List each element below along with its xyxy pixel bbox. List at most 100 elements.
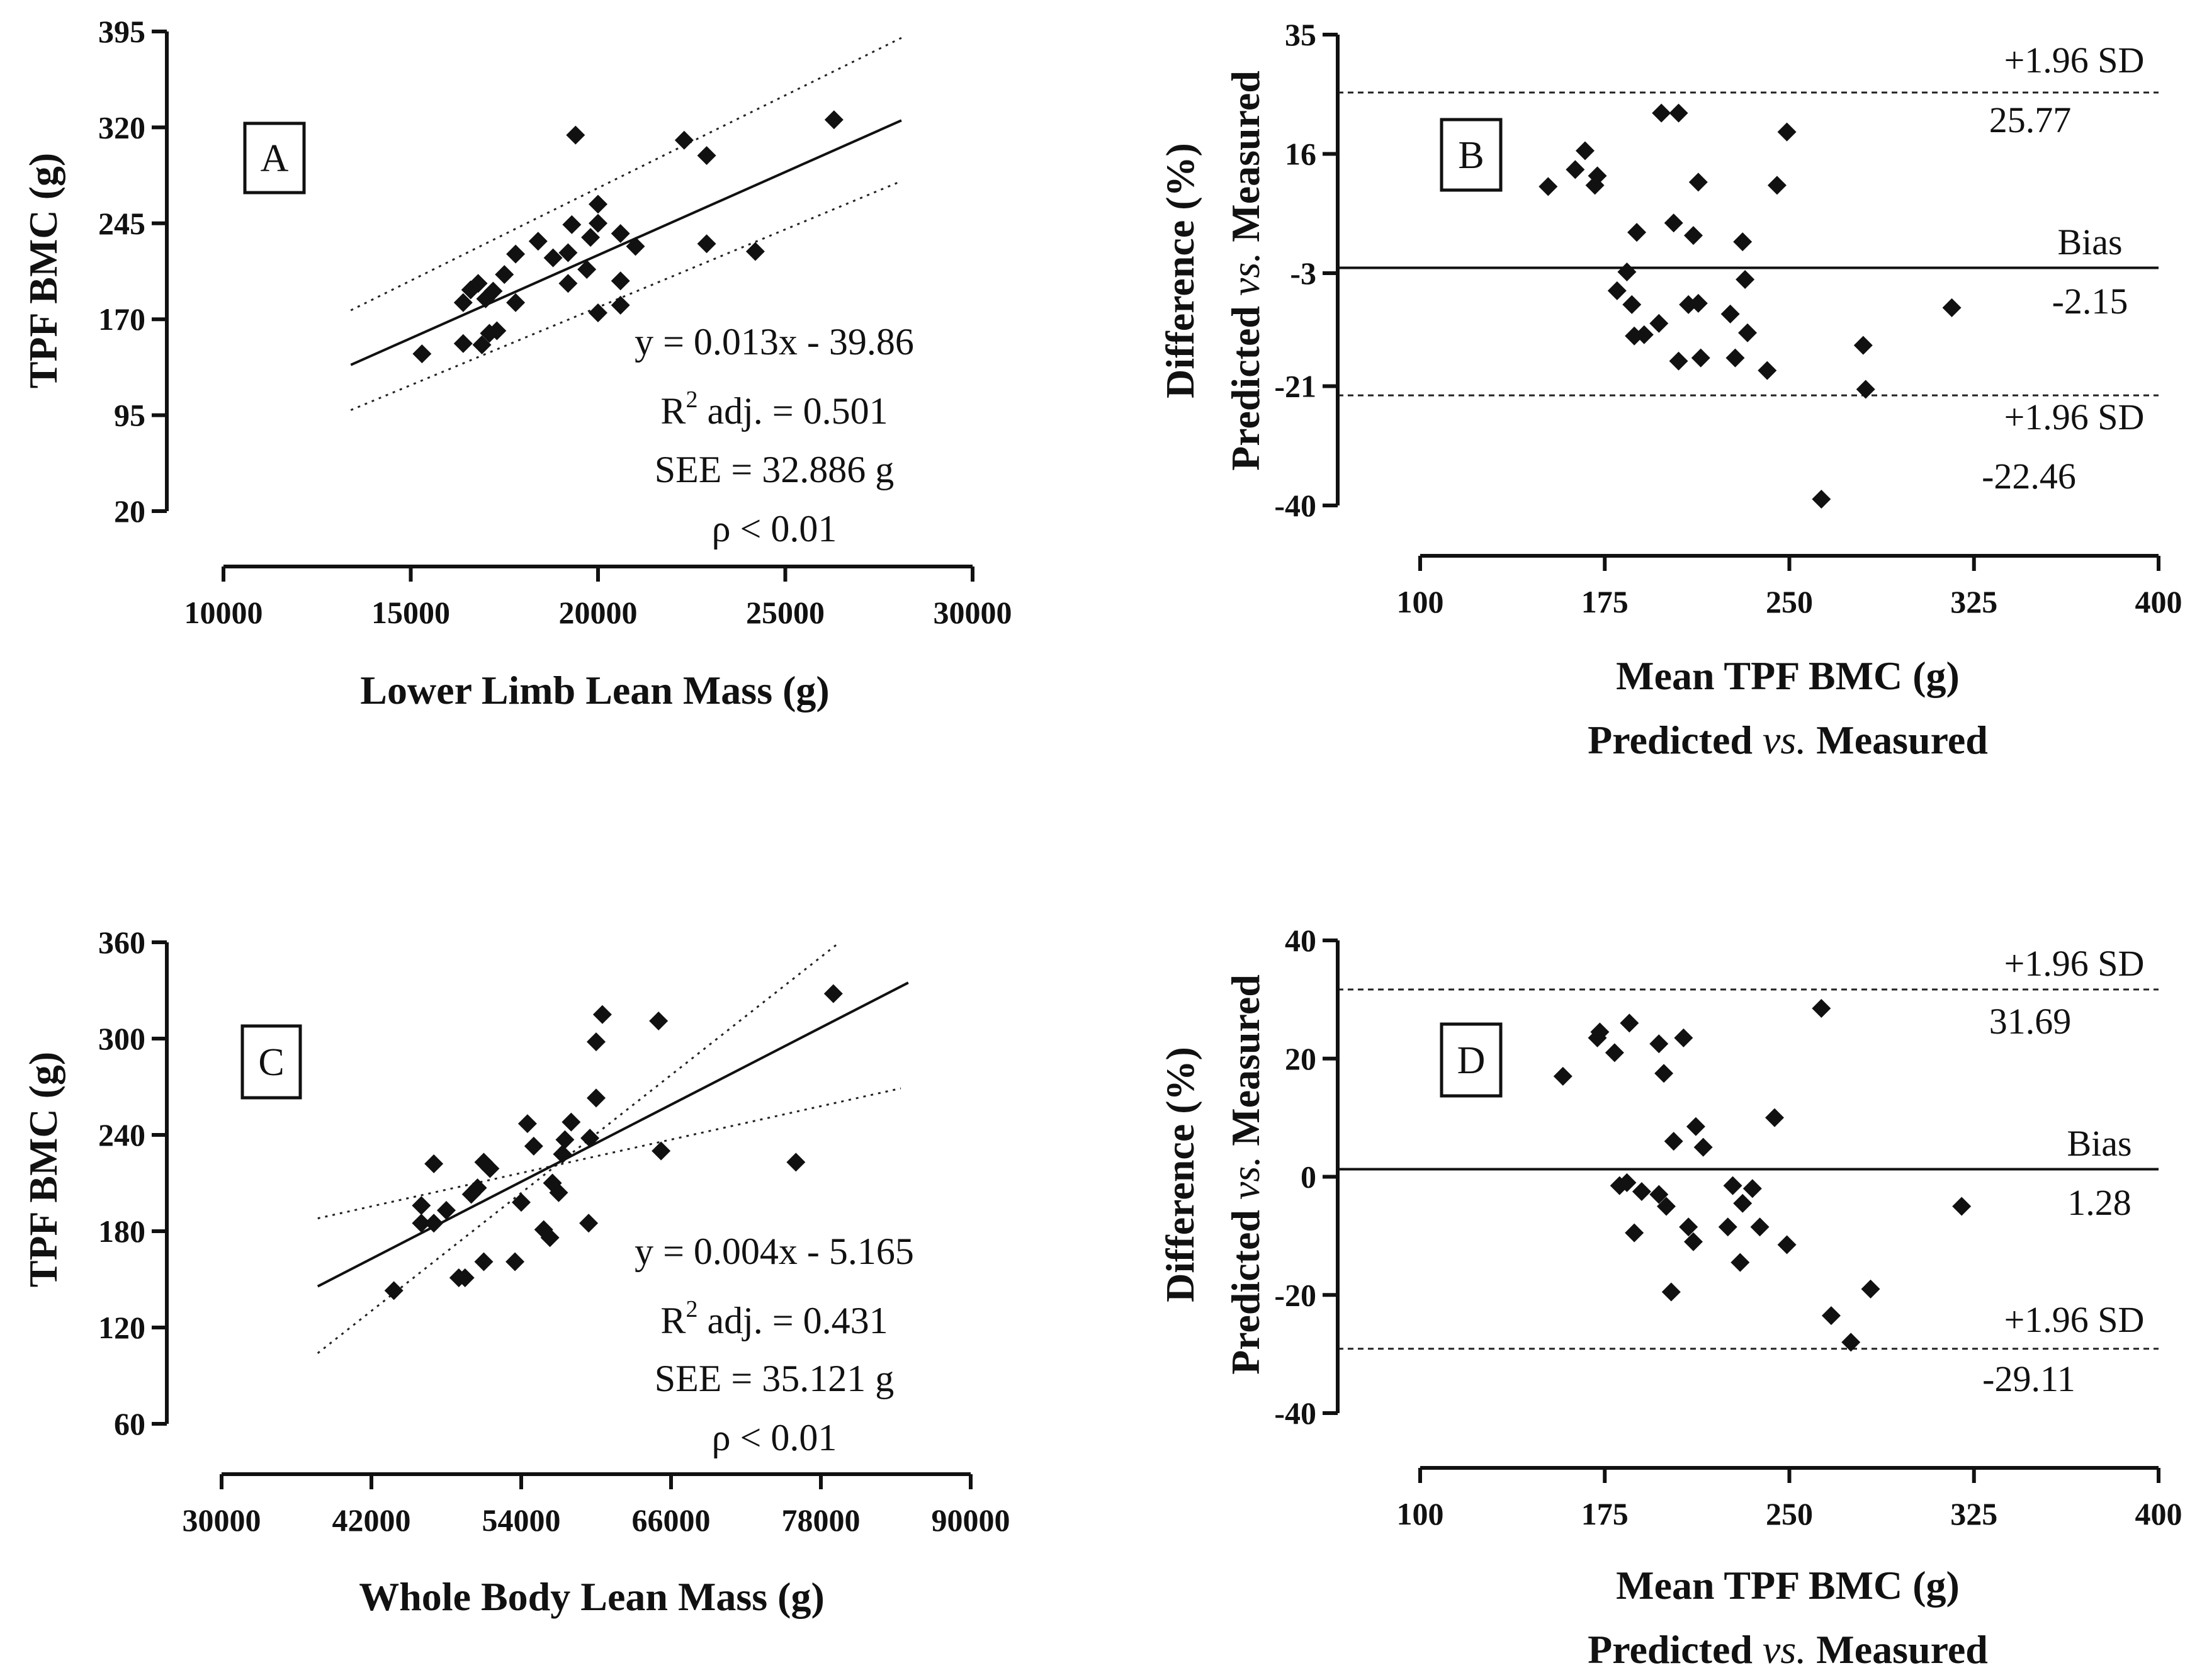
y-tick-label: 395 [98, 14, 145, 49]
data-point [1686, 1117, 1705, 1136]
data-point [512, 1193, 531, 1212]
data-point [626, 237, 645, 256]
data-point [1742, 1179, 1762, 1198]
data-point [453, 293, 473, 312]
data-point [549, 1183, 568, 1202]
x-tick-label: 25000 [746, 595, 825, 630]
data-point [1625, 1223, 1644, 1243]
x-axis-label: Mean TPF BMC (g) [1616, 1563, 1960, 1608]
lower-loa-value: -29.11 [1982, 1358, 2075, 1399]
data-point [1718, 1217, 1737, 1237]
y-tick-label: 320 [98, 110, 145, 145]
data-point [1566, 160, 1585, 179]
data-point [1733, 232, 1753, 252]
panel-d: 100 175 250 325 400 -40 -20 0 20 40 D Mean TPF BM… [1158, 923, 2182, 1672]
axes [152, 30, 974, 582]
r-squared: R2 adj. = 0.431 [660, 1296, 888, 1341]
data-point [592, 1005, 612, 1024]
x-tick-label: 66000 [632, 1502, 711, 1538]
x-tick-label: 325 [1950, 1496, 1997, 1531]
data-point [1632, 1181, 1651, 1201]
see-value: SEE = 32.886 g [655, 449, 895, 490]
x-tick-label: 30000 [183, 1502, 261, 1538]
data-point [1575, 141, 1595, 161]
lower-sd-label: +1.96 SD [2004, 397, 2145, 437]
upper-loa-value: 25.77 [1989, 99, 2072, 140]
x-tick-label: 100 [1397, 584, 1444, 619]
data-point [524, 1136, 543, 1156]
confidence-band-lower [317, 941, 840, 1354]
data-point [1767, 176, 1787, 195]
x-axis-sublabel: Predicted vs. Measured [1588, 718, 1988, 762]
data-point [468, 1178, 487, 1198]
upper-loa-value: 31.69 [1989, 1001, 2072, 1042]
data-point [1620, 1013, 1639, 1033]
data-point [1654, 1064, 1674, 1083]
data-point [1622, 295, 1642, 314]
axes [1323, 33, 2160, 571]
bias-value: 1.28 [2067, 1182, 2131, 1223]
y-tick-label: 170 [98, 302, 145, 337]
panel-a: 10000 15000 20000 25000 30000 20 95 170 245 320 39… [21, 14, 1012, 713]
x-tick-label: 20000 [559, 595, 638, 630]
x-tick-label: 10000 [184, 595, 263, 630]
y-tick-label: 360 [98, 925, 145, 960]
data-point [1841, 1333, 1861, 1352]
data-point [1691, 348, 1710, 368]
y-tick-label: 20 [114, 493, 145, 529]
panel-letter: B [1458, 134, 1484, 177]
data-point [437, 1200, 456, 1220]
data-points [1539, 103, 1962, 509]
data-point [553, 1144, 572, 1164]
x-tick-label: 400 [2135, 584, 2182, 619]
x-tick-label: 175 [1581, 1496, 1629, 1531]
data-point [1605, 1043, 1624, 1063]
data-point [528, 232, 548, 251]
y-tick-label: -40 [1274, 488, 1316, 523]
lower-loa-value: -22.46 [1982, 456, 2076, 497]
data-point [1649, 313, 1669, 333]
panel-b: 100 175 250 325 400 -40 -21 -3 16 35 B Mean TPF B… [1158, 17, 2182, 762]
panel-letter-box [1440, 118, 1503, 192]
data-point [424, 1214, 444, 1233]
data-point [652, 1141, 671, 1161]
data-point [611, 295, 630, 315]
data-point [1664, 213, 1683, 233]
tick-labels: 10000 15000 20000 25000 30000 20 95 170 245 320 39… [98, 14, 1012, 630]
data-point [1684, 1232, 1703, 1251]
data-point [587, 1032, 606, 1052]
panel-c: 30000 42000 54000 66000 78000 90000 60 120 180 24… [21, 925, 1010, 1619]
confidence-band-lower [350, 180, 902, 411]
fit-line [350, 119, 902, 366]
data-point [697, 234, 716, 254]
y-axis-label: TPF BMC (g) [21, 153, 65, 388]
data-point [506, 293, 526, 312]
data-point [1634, 325, 1654, 344]
data-point [1758, 361, 1777, 380]
data-point [1588, 166, 1607, 186]
x-tick-label: 250 [1766, 584, 1813, 619]
data-point [589, 213, 607, 233]
regression-line [317, 981, 909, 1288]
data-point [1669, 103, 1688, 123]
data-point [1853, 335, 1873, 355]
y-tick-label: 120 [98, 1310, 145, 1345]
x-axis-label: Whole Body Lean Mass (g) [359, 1574, 825, 1619]
data-point [1607, 281, 1627, 300]
data-point [823, 984, 843, 1003]
ci-upper-line [350, 37, 902, 312]
x-tick-label: 15000 [371, 595, 450, 630]
data-point [424, 1154, 444, 1173]
data-point [487, 321, 507, 341]
data-point [495, 265, 514, 285]
data-point [611, 224, 630, 244]
x-tick-label: 400 [2135, 1496, 2182, 1531]
data-point [506, 244, 526, 264]
data-point [581, 228, 601, 247]
data-point [472, 335, 492, 354]
data-point [1777, 122, 1797, 142]
data-point [589, 303, 607, 323]
data-point [1684, 226, 1703, 245]
data-point [1765, 1108, 1785, 1127]
data-point [543, 248, 563, 268]
